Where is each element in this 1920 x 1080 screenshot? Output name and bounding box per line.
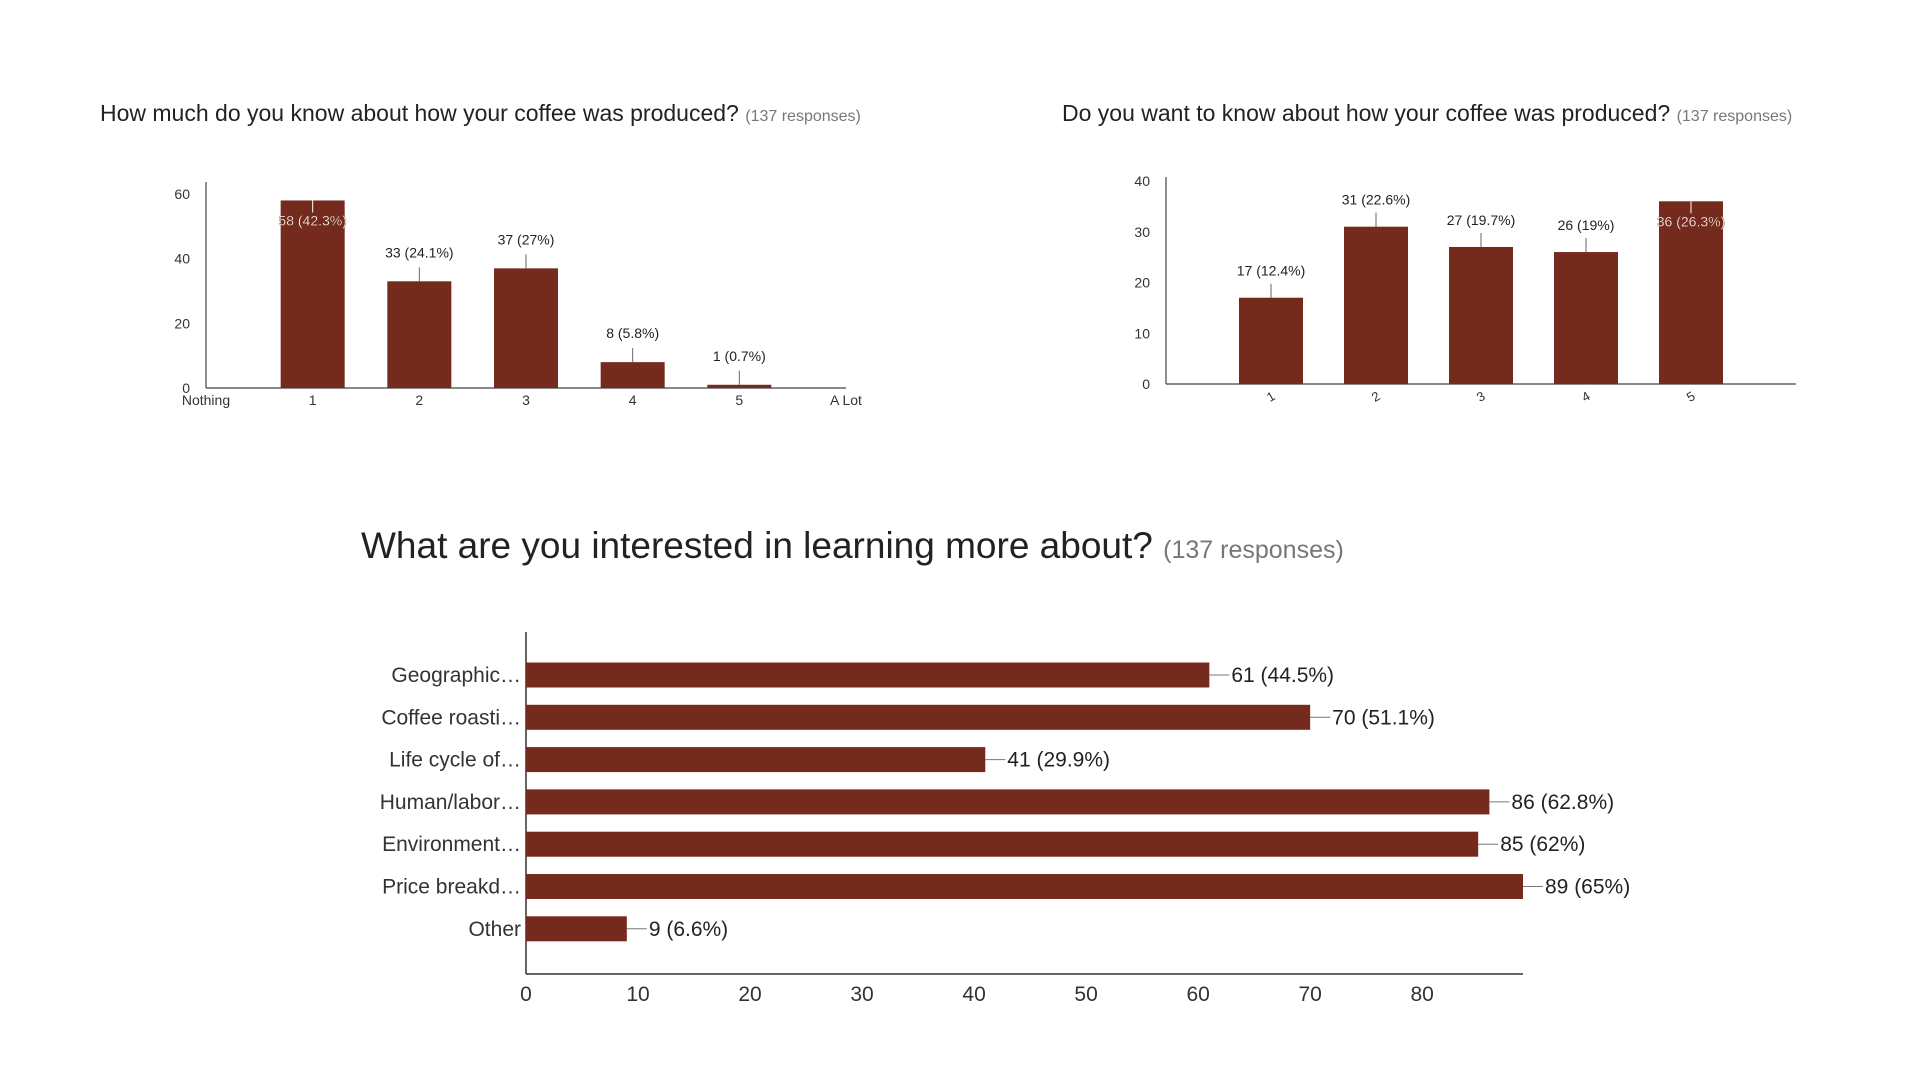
x-tick-label: 20 [738, 983, 761, 1006]
y-tick-label: 10 [1134, 325, 1150, 341]
x-tick-label: 60 [1186, 983, 1209, 1006]
chart-title-text: How much do you know about how your coff… [100, 100, 739, 126]
data-label: 86 (62.8%) [1511, 791, 1614, 814]
bar [526, 662, 1210, 688]
y-tick-label: 0 [182, 380, 190, 396]
y-tick-label: Price breakd… [382, 876, 521, 899]
bar [600, 362, 665, 388]
chart-title: Do you want to know about how your coffe… [1062, 100, 1792, 127]
x-tick-label: 2 [415, 392, 423, 408]
y-tick-label: 60 [174, 186, 190, 202]
data-label: 58 (42.3%) [278, 212, 346, 228]
chart-subtitle: (137 responses) [745, 108, 861, 125]
data-label: 1 (0.7%) [713, 348, 766, 364]
bar [526, 704, 1311, 730]
bar [1344, 226, 1408, 384]
data-label: 36 (26.3%) [1657, 213, 1725, 229]
y-tick-label: Environment… [382, 833, 521, 856]
y-tick-label: 30 [1134, 224, 1150, 240]
x-tick-label: 1 [309, 392, 317, 408]
bar [707, 384, 772, 388]
data-label: 61 (44.5%) [1231, 664, 1334, 687]
chart-subtitle: (137 responses) [1676, 108, 1793, 125]
y-tick-label: Coffee roasti… [381, 706, 521, 729]
data-label: 9 (6.6%) [649, 918, 728, 941]
data-label: 89 (65%) [1545, 876, 1630, 899]
chart-title: How much do you know about how your coff… [100, 100, 861, 127]
y-tick-label: Human/labor… [380, 791, 521, 814]
x-tick-label: 80 [1411, 983, 1434, 1006]
y-tick-label: Life cycle of… [389, 749, 521, 772]
bar [387, 281, 452, 388]
y-tick-label: 40 [1134, 173, 1150, 189]
x-axis-end-label: A Lot [830, 392, 862, 408]
x-tick-label: 30 [850, 983, 873, 1006]
y-tick-label: 40 [174, 251, 190, 267]
bar [526, 916, 627, 942]
x-axis-start-label: Nothing [182, 392, 230, 408]
bar [1239, 297, 1303, 384]
bar [494, 268, 558, 388]
bar [1554, 252, 1618, 384]
chart-knowledge-plot: 0 20 40 60 Nothing A Lot 1 58 (42.3%) 2 33 (24.1%… [174, 182, 862, 408]
y-tick-label: 20 [174, 315, 190, 331]
x-tick-label: 3 [522, 392, 530, 408]
x-tick-label: 0 [520, 983, 532, 1006]
bar [1659, 201, 1723, 384]
chart-title: What are you interested in learning more… [361, 525, 1344, 567]
chart-subtitle: (137 responses) [1163, 536, 1344, 564]
bar [280, 200, 345, 388]
bar [1449, 246, 1513, 384]
y-tick-label: 20 [1134, 275, 1150, 291]
x-tick-label: 50 [1074, 983, 1097, 1006]
x-tick-label: 70 [1298, 983, 1321, 1006]
x-tick-label: 5 [735, 392, 743, 408]
data-label: 17 (12.4%) [1237, 263, 1305, 279]
y-tick-label: Other [468, 918, 521, 941]
data-label: 41 (29.9%) [1007, 749, 1110, 772]
data-label: 27 (19.7%) [1447, 212, 1515, 228]
y-tick-label: 0 [1142, 376, 1150, 392]
data-label: 33 (24.1%) [385, 244, 453, 260]
data-label: 8 (5.8%) [606, 325, 659, 341]
bar [526, 747, 986, 773]
data-label: 85 (62%) [1500, 833, 1585, 856]
data-label: 31 (22.6%) [1342, 192, 1410, 208]
data-label: 26 (19%) [1558, 217, 1615, 233]
chart-title-text: Do you want to know about how your coffe… [1062, 100, 1671, 126]
x-tick-label: 4 [629, 392, 637, 408]
data-label: 70 (51.1%) [1332, 706, 1435, 729]
y-tick-label: Geographic… [391, 664, 521, 687]
chart-title-text: What are you interested in learning more… [361, 525, 1153, 566]
x-tick-label: 40 [962, 983, 985, 1006]
bar [526, 831, 1479, 857]
bar [526, 874, 1523, 899]
bar [526, 789, 1490, 815]
data-label: 37 (27%) [498, 231, 555, 247]
x-tick-label: 10 [626, 983, 649, 1006]
